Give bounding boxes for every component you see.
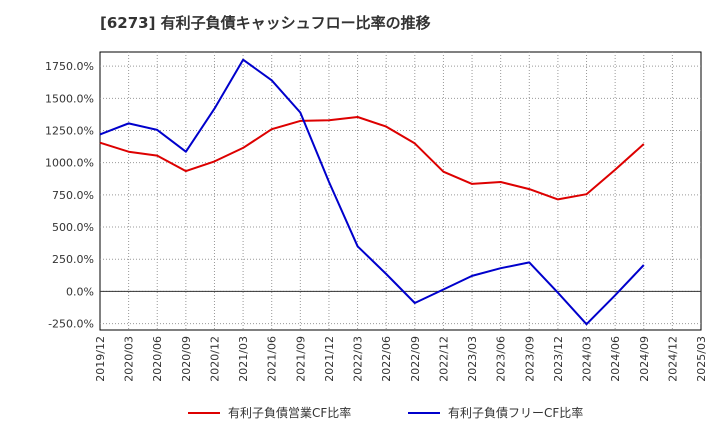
x-tick-label: 2024/12 xyxy=(666,336,679,382)
legend-item-operating-cf: 有利子負債営業CF比率 xyxy=(188,404,351,421)
legend-swatch-red xyxy=(188,411,220,414)
legend: 有利子負債営業CF比率 有利子負債フリーCF比率 xyxy=(0,404,720,428)
series-line-0 xyxy=(99,116,645,201)
y-tick-label: 1500.0% xyxy=(45,92,94,105)
y-tick-label: 750.0% xyxy=(52,189,94,202)
series-lines xyxy=(99,58,645,326)
y-tick-label: 1750.0% xyxy=(45,60,94,73)
x-tick-label: 2023/06 xyxy=(495,336,508,382)
x-axis: 2019/12 2020/03 2020/06 2020/09 2020/12 2021/… xyxy=(94,336,708,382)
grid xyxy=(100,52,701,330)
legend-label: 有利子負債フリーCF比率 xyxy=(448,406,584,420)
x-tick-label: 2021/06 xyxy=(266,336,279,382)
plot-area xyxy=(99,51,702,331)
x-tick-label: 2023/12 xyxy=(552,336,565,382)
y-tick-label: 250.0% xyxy=(52,253,94,266)
x-tick-label: 2022/12 xyxy=(437,336,450,382)
x-tick-label: 2024/03 xyxy=(581,336,594,382)
x-tick-label: 2021/12 xyxy=(323,336,336,382)
x-tick-label: 2022/09 xyxy=(409,336,422,382)
x-tick-label: 2023/03 xyxy=(466,336,479,382)
y-tick-label: 500.0% xyxy=(52,221,94,234)
x-tick-label: 2019/12 xyxy=(94,336,107,382)
x-tick-label: 2020/09 xyxy=(180,336,193,382)
legend-item-free-cf: 有利子負債フリーCF比率 xyxy=(408,404,583,421)
y-axis: -250.0% 0.0% 250.0% 500.0% 750.0% 1000.0% 1250… xyxy=(45,60,94,330)
y-tick-label: 1250.0% xyxy=(45,125,94,138)
x-tick-label: 2020/03 xyxy=(123,336,136,382)
x-tick-label: 2022/06 xyxy=(380,336,393,382)
legend-label: 有利子負債営業CF比率 xyxy=(228,406,352,420)
x-tick-label: 2020/06 xyxy=(151,336,164,382)
y-tick-label: -250.0% xyxy=(48,318,94,331)
legend-swatch-blue xyxy=(408,411,440,414)
chart-title: [6273] 有利子負債キャッシュフロー比率の推移 xyxy=(100,14,431,32)
x-tick-label: 2021/03 xyxy=(237,336,250,382)
y-tick-label: 0.0% xyxy=(66,285,94,298)
series-line-1 xyxy=(99,58,645,326)
x-tick-label: 2025/03 xyxy=(695,336,708,382)
x-tick-label: 2021/09 xyxy=(294,336,307,382)
x-tick-label: 2020/12 xyxy=(208,336,221,382)
x-tick-label: 2024/09 xyxy=(638,336,651,382)
x-tick-label: 2024/06 xyxy=(609,336,622,382)
y-tick-label: 1000.0% xyxy=(45,157,94,170)
x-tick-label: 2023/09 xyxy=(523,336,536,382)
x-tick-label: 2022/03 xyxy=(352,336,365,382)
